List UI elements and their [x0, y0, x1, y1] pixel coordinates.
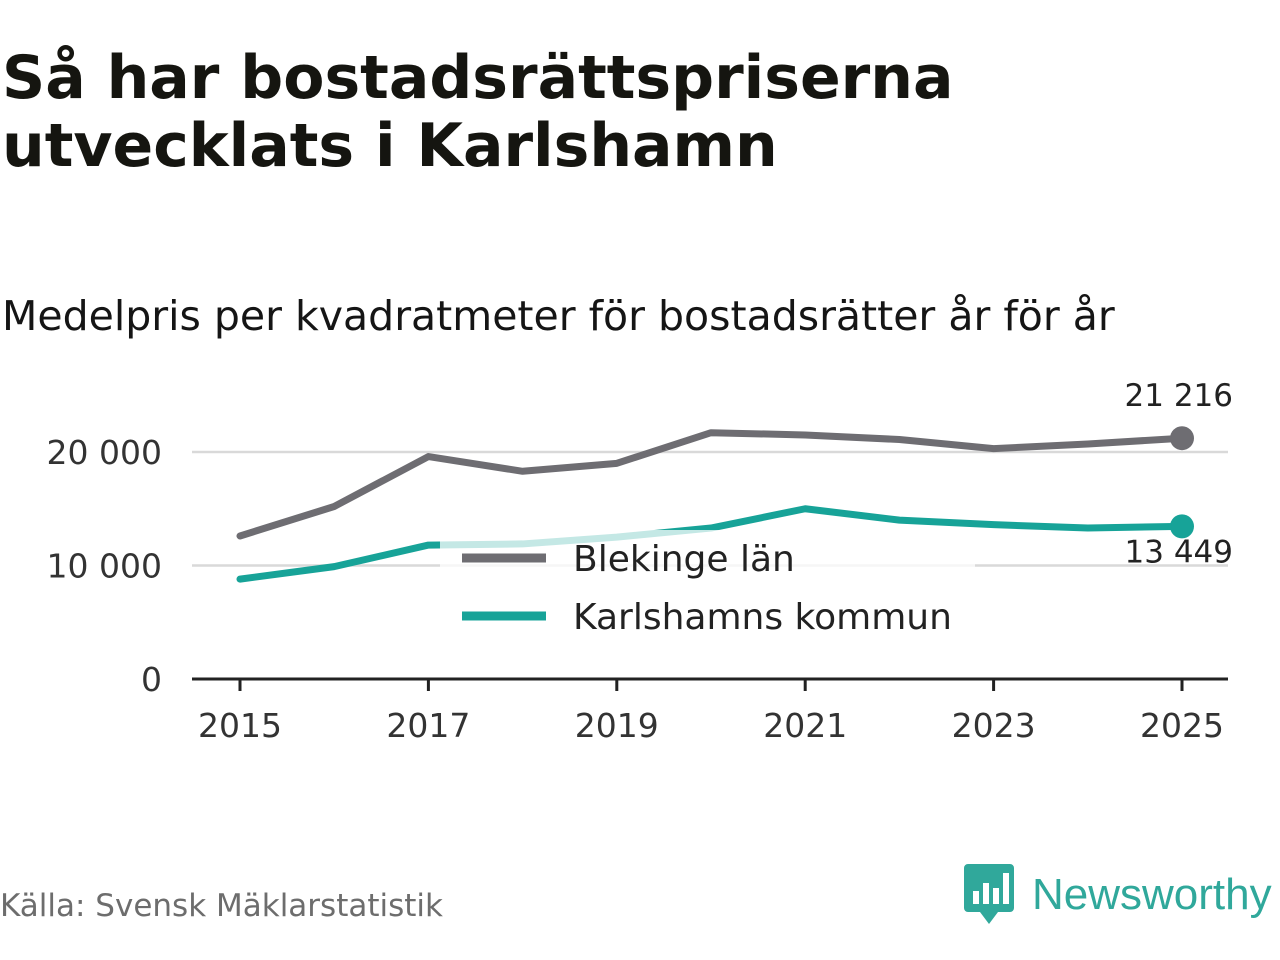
series-end-point — [1170, 514, 1194, 539]
series-line-blekinge — [236, 429, 1186, 540]
x-tick-label: 2019 — [575, 706, 659, 745]
x-tick-label: 2015 — [198, 706, 282, 745]
legend-label: Karlshamns kommun — [573, 597, 952, 638]
y-tick-label: 10 000 — [47, 547, 162, 586]
chart-subtitle: Medelpris per kvadratmeter för bostadsrä… — [2, 292, 1115, 340]
brand-name: Newsworthy — [1032, 870, 1272, 919]
legend-backdrop — [440, 530, 975, 646]
end-value-label: 13 449 — [1125, 534, 1233, 570]
y-tick-label: 20 000 — [47, 433, 162, 472]
end-value-label: 21 216 — [1125, 378, 1233, 414]
y-tick-label: 0 — [141, 660, 162, 699]
x-tick-label: 2021 — [763, 706, 847, 745]
series-end-point — [1170, 426, 1194, 451]
series-lines: 21 216 13 449 — [236, 378, 1233, 583]
source-note: Källa: Svensk Mäklarstatistik — [0, 888, 443, 924]
series-line-karlshamn — [236, 505, 1186, 583]
legend: Blekinge län Karlshamns kommun — [440, 530, 975, 646]
chart-title: Så har bostadsrättspriserna utvecklats i… — [2, 43, 954, 181]
legend-label: Blekinge län — [573, 539, 795, 580]
x-axis: 2015 2017 2019 2021 2023 2025 — [192, 677, 1228, 745]
y-tick-labels: 0 10 000 20 000 — [47, 433, 162, 699]
newsworthy-logo-icon — [964, 864, 1014, 924]
x-tick-label: 2017 — [386, 706, 470, 745]
line-chart: 0 10 000 20 000 2015 2017 2019 2021 2023 2025 2… — [47, 378, 1233, 745]
brand-logo: Newsworthy — [964, 862, 1272, 928]
x-tick-label: 2023 — [952, 706, 1036, 745]
x-tick-label: 2025 — [1140, 706, 1224, 745]
